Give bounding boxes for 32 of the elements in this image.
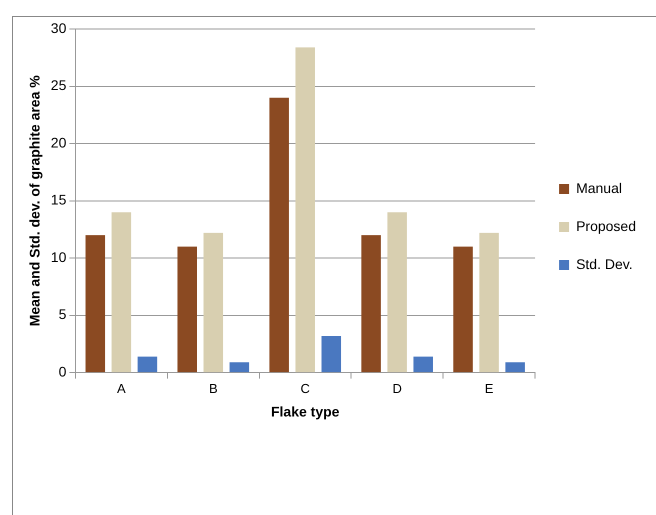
bar: [413, 356, 433, 372]
bar: [387, 212, 407, 372]
bar: [361, 235, 381, 372]
y-tick-label: 30: [50, 20, 67, 36]
bar: [86, 235, 106, 372]
x-axis-title: Flake type: [270, 403, 340, 420]
x-tick-label: A: [117, 380, 126, 396]
legend-label: Manual: [576, 180, 622, 196]
y-tick-label: 20: [50, 134, 67, 150]
legend-label: Std. Dev.: [576, 256, 633, 272]
y-tick-label: 25: [50, 77, 67, 94]
bar: [230, 362, 250, 372]
x-tick-label: E: [484, 380, 494, 396]
bar: [295, 47, 315, 372]
bar: [177, 246, 197, 372]
x-tick-label: B: [208, 380, 218, 396]
legend-label: Proposed: [576, 218, 636, 234]
bar: [505, 362, 525, 372]
y-tick-label: 10: [50, 248, 67, 265]
y-tick-label: 5: [58, 306, 67, 322]
y-tick-label: 15: [50, 192, 67, 208]
bar: [453, 246, 473, 372]
bar: [112, 212, 132, 372]
y-axis-title: Mean and Std. dev. of graphite area %: [26, 74, 42, 326]
bar: [269, 98, 289, 372]
x-tick-label: D: [392, 380, 402, 396]
bar: [204, 232, 224, 372]
bar: [479, 232, 499, 372]
bar: [322, 336, 342, 372]
y-tick-label: 0: [58, 363, 67, 380]
x-tick-label: C: [300, 380, 310, 396]
bar: [138, 356, 158, 372]
